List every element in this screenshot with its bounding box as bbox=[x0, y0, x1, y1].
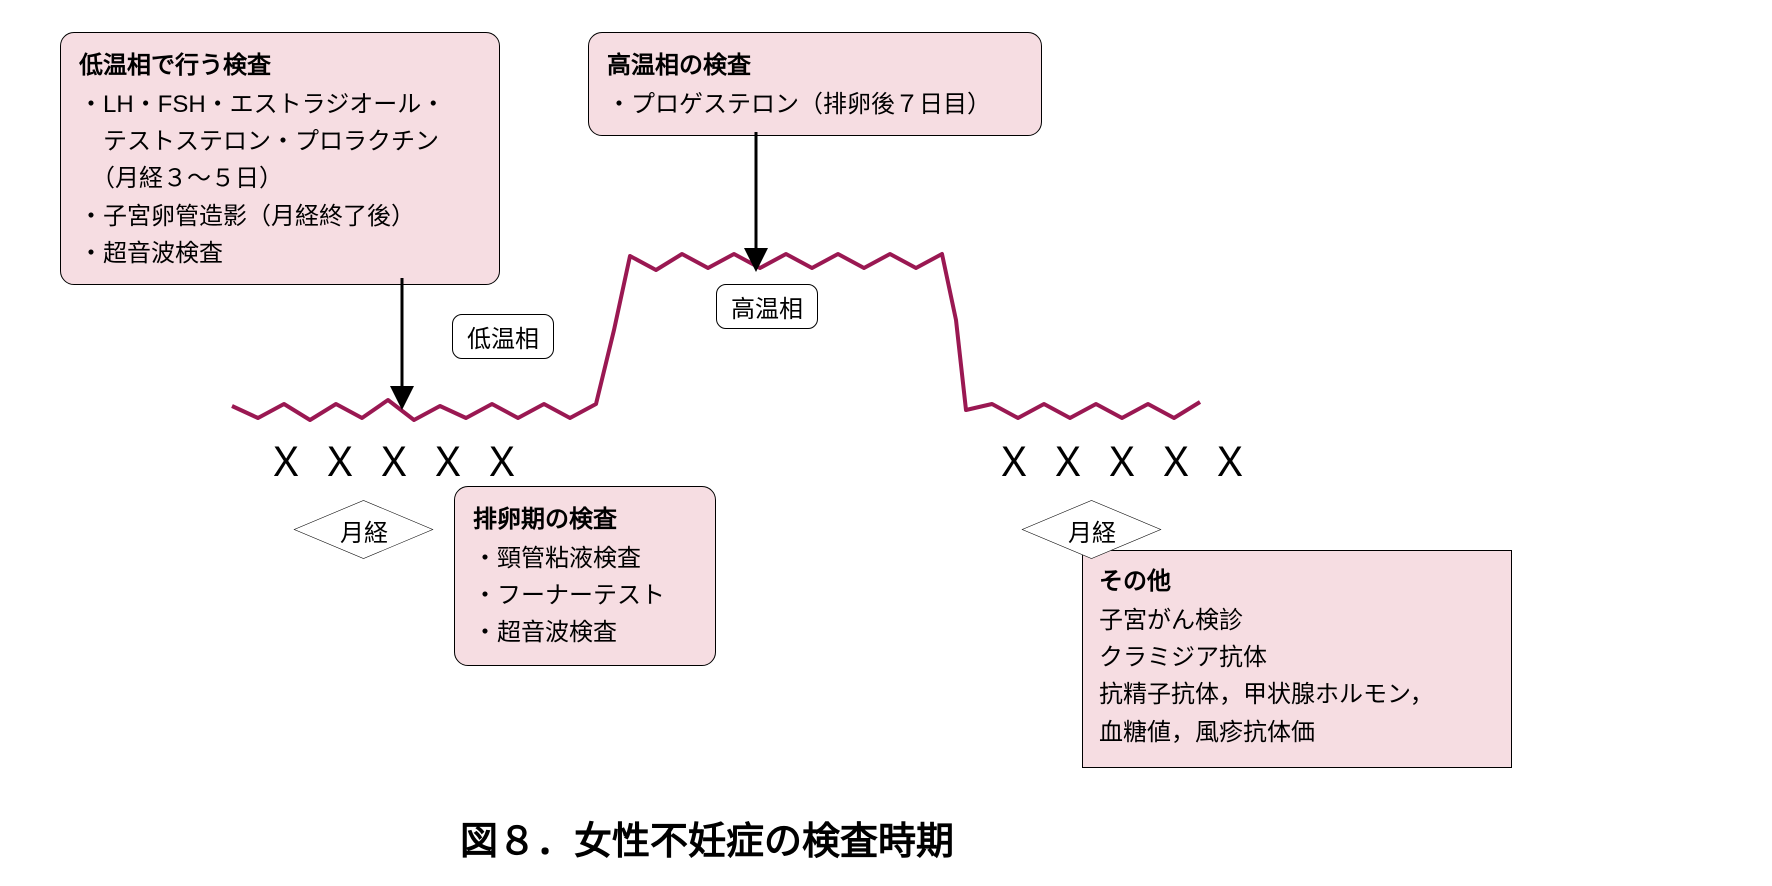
list-item: 抗精子抗体，甲状腺ホルモン， bbox=[1099, 676, 1495, 713]
ovulation-title: 排卵期の検査 bbox=[473, 499, 697, 534]
list-item: ・フーナーテスト bbox=[473, 577, 697, 614]
other-items: 子宮がん検診クラミジア抗体抗精子抗体，甲状腺ホルモン，血糖値，風疹抗体価 bbox=[1099, 602, 1495, 751]
list-item: （月経３～５日） bbox=[79, 160, 481, 197]
list-item: 血糖値，風疹抗体価 bbox=[1099, 714, 1495, 751]
low-phase-tests-box: 低温相で行う検査 ・LH・FSH・エストラジオール・ テストステロン・プロラクチ… bbox=[60, 32, 500, 285]
ovulation-tests-box: 排卵期の検査 ・頸管粘液検査・フーナーテスト・超音波検査 bbox=[454, 486, 716, 666]
list-item: ・超音波検査 bbox=[79, 235, 481, 272]
menses-marker-left: ＸＸＸＸＸ bbox=[266, 430, 536, 488]
list-item: テストステロン・プロラクチン bbox=[79, 123, 481, 160]
high-phase-items: ・プロゲステロン（排卵後７日目） bbox=[607, 86, 1023, 123]
other-tests-box: その他 子宮がん検診クラミジア抗体抗精子抗体，甲状腺ホルモン，血糖値，風疹抗体価 bbox=[1082, 550, 1512, 768]
list-item: ・LH・FSH・エストラジオール・ bbox=[79, 86, 481, 123]
list-item: 子宮がん検診 bbox=[1099, 602, 1495, 639]
other-title: その他 bbox=[1099, 561, 1495, 596]
menses-diamond-left-text: 月経 bbox=[294, 500, 434, 560]
menses-marker-right: ＸＸＸＸＸ bbox=[994, 430, 1264, 488]
list-item: ・超音波検査 bbox=[473, 614, 697, 651]
list-item: ・子宮卵管造影（月経終了後） bbox=[79, 198, 481, 235]
low-phase-title: 低温相で行う検査 bbox=[79, 45, 481, 80]
low-phase-label: 低温相 bbox=[452, 314, 554, 359]
high-phase-title: 高温相の検査 bbox=[607, 45, 1023, 80]
high-phase-tests-box: 高温相の検査 ・プロゲステロン（排卵後７日目） bbox=[588, 32, 1042, 136]
menses-diamond-right-text: 月経 bbox=[1022, 500, 1162, 560]
list-item: ・プロゲステロン（排卵後７日目） bbox=[607, 86, 1023, 123]
menses-diamond-right: 月経 bbox=[1022, 500, 1162, 560]
ovulation-items: ・頸管粘液検査・フーナーテスト・超音波検査 bbox=[473, 540, 697, 652]
figure-caption: 図８．女性不妊症の検査時期 bbox=[460, 810, 954, 865]
list-item: クラミジア抗体 bbox=[1099, 639, 1495, 676]
list-item: ・頸管粘液検査 bbox=[473, 540, 697, 577]
high-phase-label: 高温相 bbox=[716, 284, 818, 329]
low-phase-items: ・LH・FSH・エストラジオール・ テストステロン・プロラクチン （月経３～５日… bbox=[79, 86, 481, 272]
menses-diamond-left: 月経 bbox=[294, 500, 434, 560]
